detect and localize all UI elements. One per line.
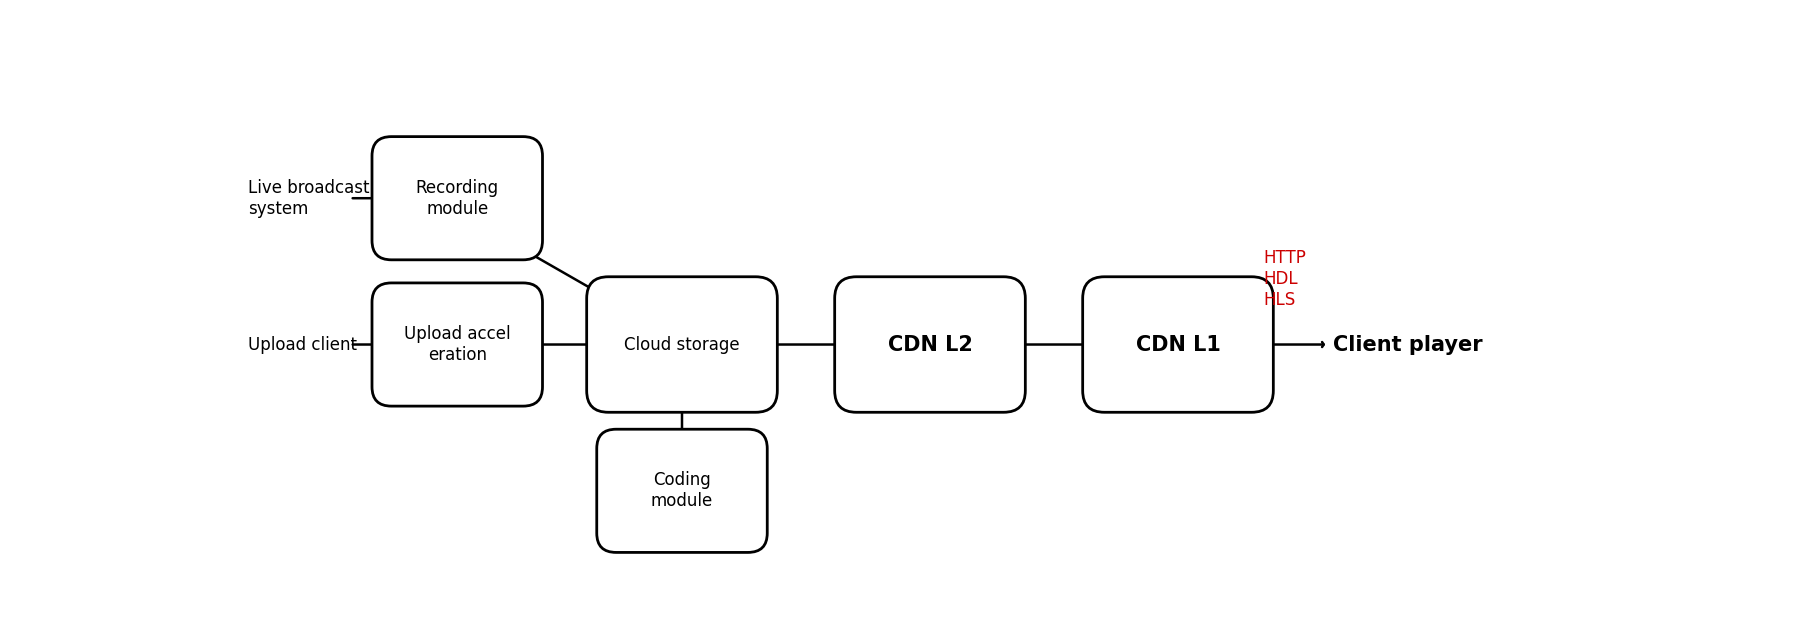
Text: CDN L1: CDN L1: [1136, 334, 1221, 355]
Text: Upload client: Upload client: [248, 336, 358, 353]
FancyBboxPatch shape: [834, 277, 1025, 412]
Text: CDN L2: CDN L2: [888, 334, 973, 355]
Text: HTTP
HDL
HLS: HTTP HDL HLS: [1264, 249, 1305, 309]
FancyBboxPatch shape: [1082, 277, 1273, 412]
FancyBboxPatch shape: [372, 137, 543, 260]
Text: Coding
module: Coding module: [651, 471, 714, 510]
Text: Cloud storage: Cloud storage: [624, 336, 739, 353]
FancyBboxPatch shape: [586, 277, 777, 412]
Text: Upload accel
eration: Upload accel eration: [405, 325, 511, 364]
FancyBboxPatch shape: [597, 429, 768, 553]
FancyBboxPatch shape: [372, 283, 543, 406]
Text: Client player: Client player: [1332, 334, 1483, 355]
Text: Live broadcast
system: Live broadcast system: [248, 179, 370, 218]
Text: Recording
module: Recording module: [415, 179, 498, 218]
